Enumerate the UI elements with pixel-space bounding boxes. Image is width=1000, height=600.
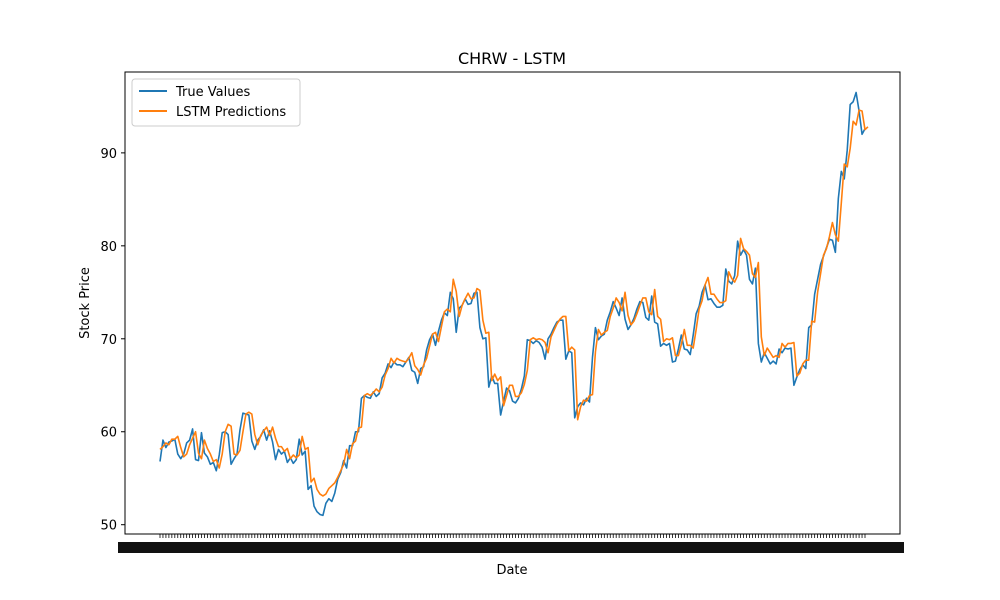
y-tick-label: 70 — [100, 333, 117, 348]
y-tick-label: 80 — [100, 240, 117, 255]
y-tick-label: 90 — [100, 147, 117, 162]
x-axis-label: Date — [496, 563, 527, 578]
legend-label-true-values: True Values — [175, 85, 250, 100]
legend-label-lstm-predictions: LSTM Predictions — [176, 105, 286, 120]
x-tick-labels-overlap — [118, 542, 904, 553]
y-axis: 50 60 70 80 90 — [100, 147, 125, 534]
series-line-lstm-predictions — [159, 109, 869, 497]
legend-box — [131, 78, 301, 127]
y-tick-label: 50 — [100, 519, 117, 534]
y-tick-label: 60 — [100, 426, 117, 441]
legend: True Values LSTM Predictions — [131, 78, 301, 127]
x-axis — [118, 534, 904, 553]
plot-frame — [124, 71, 901, 535]
plot-area — [159, 91, 869, 517]
y-axis-label: Stock Price — [78, 267, 93, 339]
series-line-true-values — [159, 91, 866, 517]
chart-title: CHRW - LSTM — [458, 49, 566, 68]
